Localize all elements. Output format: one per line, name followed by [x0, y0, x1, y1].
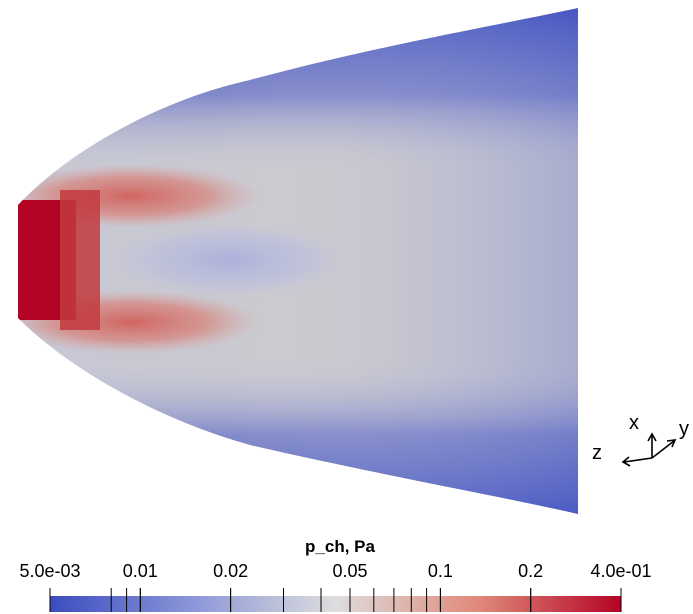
color-bar-tick-label: 0.02	[213, 561, 249, 581]
color-bar-ticks	[49, 588, 622, 612]
color-bar-tick-label: 0.1	[427, 561, 453, 581]
color-bar-tick-label: 0.2	[518, 561, 544, 581]
color-bar-tick-label: 0.01	[122, 561, 158, 581]
color-bar-tick-label: 4.0e-01	[590, 561, 652, 581]
color-bar-title: p_ch, Pa	[305, 537, 375, 556]
axis-z-label: z	[592, 442, 602, 464]
axis-x-label: x	[629, 412, 639, 434]
low-pressure-core	[110, 222, 350, 298]
orientation-axes-widget	[621, 432, 677, 467]
pressure-field-shape	[18, 8, 578, 514]
color-bar-tick-label: 5.0e-03	[19, 561, 81, 581]
color-bar-tick-label: 0.05	[332, 561, 368, 581]
axis-y-label: y	[679, 418, 689, 440]
color-bar	[50, 596, 621, 612]
